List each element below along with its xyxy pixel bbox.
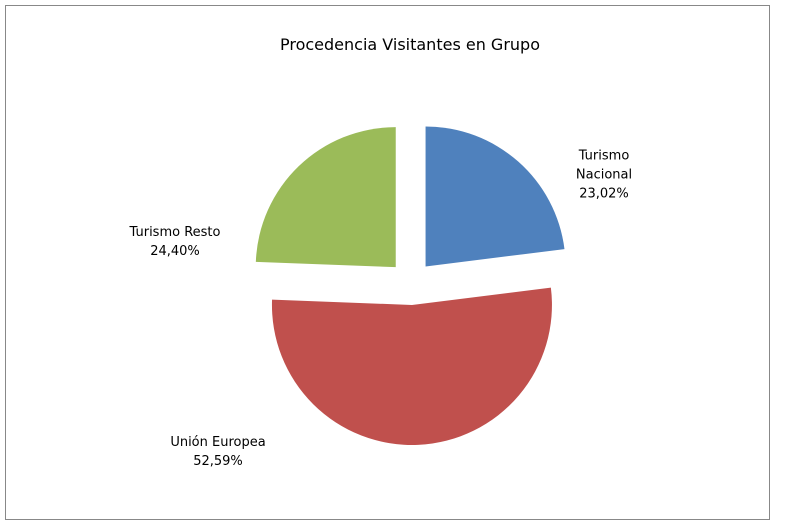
category-label: Turismo Nacional: [575, 148, 633, 183]
pie-slice: [425, 126, 565, 267]
pie-slice: [271, 287, 552, 445]
value-label: 24,40%: [150, 244, 200, 259]
slice-label: Turismo Resto 24,40%: [110, 223, 240, 261]
pie-slice: [255, 127, 396, 268]
category-label: Turismo Resto: [129, 225, 221, 240]
slice-label: Unión Europea 52,59%: [153, 433, 283, 471]
chart-title: Procedencia Visitantes en Grupo: [280, 35, 540, 54]
category-label: Unión Europea: [170, 435, 266, 450]
slice-label: Turismo Nacional 23,02%: [564, 147, 644, 204]
value-label: 52,59%: [193, 454, 243, 469]
value-label: 23,02%: [579, 186, 629, 202]
